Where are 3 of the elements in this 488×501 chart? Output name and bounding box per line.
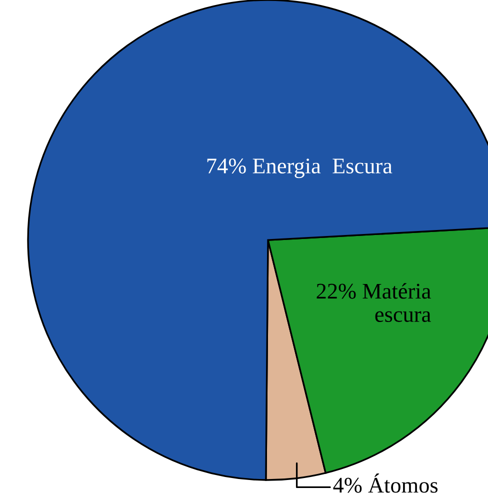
slice-label: 22% Matéria escura <box>316 283 431 322</box>
slice-label: 74% Energia Escura <box>207 158 392 178</box>
slice-label: 4% Átomos <box>333 474 438 493</box>
